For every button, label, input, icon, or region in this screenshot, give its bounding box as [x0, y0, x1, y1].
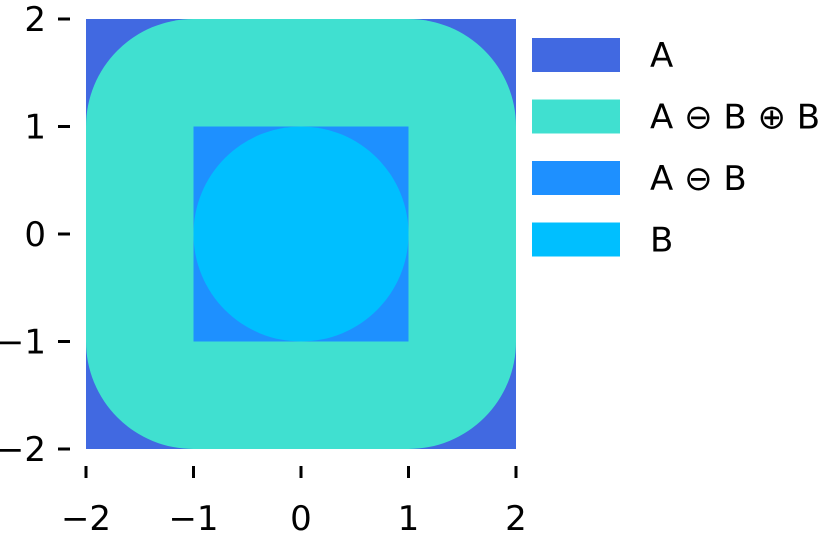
series-1-a-b-b-legend-label: A ⊖ B ⊕ B: [650, 98, 820, 138]
x-axis: −2 −1 0 1 2: [61, 466, 527, 539]
series-2-a-b-legend-swatch: [532, 161, 620, 195]
series-3-b-legend-swatch: [532, 222, 620, 257]
x-tick-label: 1: [398, 499, 420, 539]
x-tick-label: 2: [505, 499, 527, 539]
plot-area: [86, 19, 516, 449]
series-3-b-region: [193, 126, 409, 342]
y-axis: −2 −1 0 1 2: [0, 0, 70, 470]
series-0-a-legend-swatch: [532, 38, 620, 72]
y-tick-label: −2: [0, 430, 46, 470]
x-tick-label: −2: [61, 499, 111, 539]
x-tick-label: 0: [290, 499, 312, 539]
y-tick-label: 0: [24, 215, 46, 255]
series-1-a-b-b-legend-swatch: [532, 99, 620, 134]
y-tick-label: 1: [24, 108, 46, 148]
y-tick-label: −1: [0, 323, 46, 363]
series-2-a-b-legend-label: A ⊖ B: [650, 159, 747, 199]
x-tick-label: −1: [168, 499, 218, 539]
y-tick-label: 2: [24, 0, 46, 40]
series-3-b-legend-label: B: [650, 221, 673, 261]
legend: A A ⊖ B ⊕ B A ⊖ B B: [532, 36, 820, 261]
series-0-a-legend-label: A: [650, 36, 673, 76]
